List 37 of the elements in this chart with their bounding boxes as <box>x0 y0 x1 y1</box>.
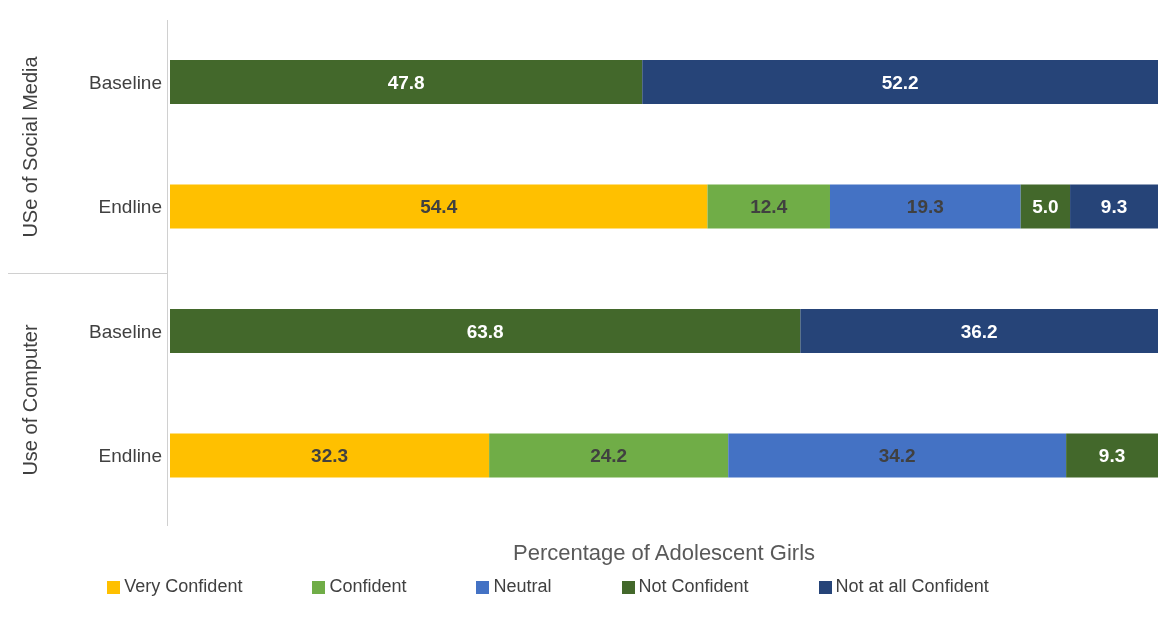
bar <box>1066 433 1158 478</box>
data-label: 54.4 <box>420 196 458 217</box>
data-label: 5.0 <box>1032 196 1059 217</box>
data-label: 32.3 <box>311 445 349 466</box>
y-tick-label: Baseline <box>89 72 162 93</box>
x-axis-title: Percentage of Adolescent Girls <box>512 540 816 565</box>
bar <box>728 433 1067 478</box>
legend-label: Confident <box>329 576 407 596</box>
legend-label: Neutral <box>493 576 552 596</box>
y-tick-label: Baseline <box>89 320 162 342</box>
data-label: 34.2 <box>878 445 916 466</box>
bar <box>642 60 1158 104</box>
data-label: 9.3 <box>1100 196 1128 217</box>
bar <box>170 433 490 478</box>
data-label: 9.3 <box>1098 445 1126 466</box>
data-label: 63.8 <box>466 320 504 342</box>
legend-label: Not Confident <box>638 576 749 596</box>
y-tick-label: Endline <box>98 445 162 467</box>
bar <box>489 433 729 478</box>
bar <box>707 184 830 229</box>
text: Use of Computer <box>18 323 42 476</box>
bar <box>1020 184 1071 229</box>
legend-label: Not at all Confident <box>835 576 989 596</box>
data-label: 19.3 <box>906 196 944 217</box>
bar <box>170 60 643 104</box>
data-label: 36.2 <box>960 320 998 342</box>
text: USe of Social Media <box>18 55 42 238</box>
data-label: 24.2 <box>590 445 628 466</box>
legend-label: Very Confident <box>124 576 243 596</box>
bar <box>170 184 708 229</box>
y-tick-label: Endline <box>98 196 162 218</box>
bar <box>800 309 1158 353</box>
data-label: 12.4 <box>750 196 788 217</box>
data-label: 52.2 <box>881 71 919 93</box>
bar <box>170 309 801 353</box>
bar <box>829 184 1021 229</box>
data-label: 47.8 <box>387 71 425 93</box>
